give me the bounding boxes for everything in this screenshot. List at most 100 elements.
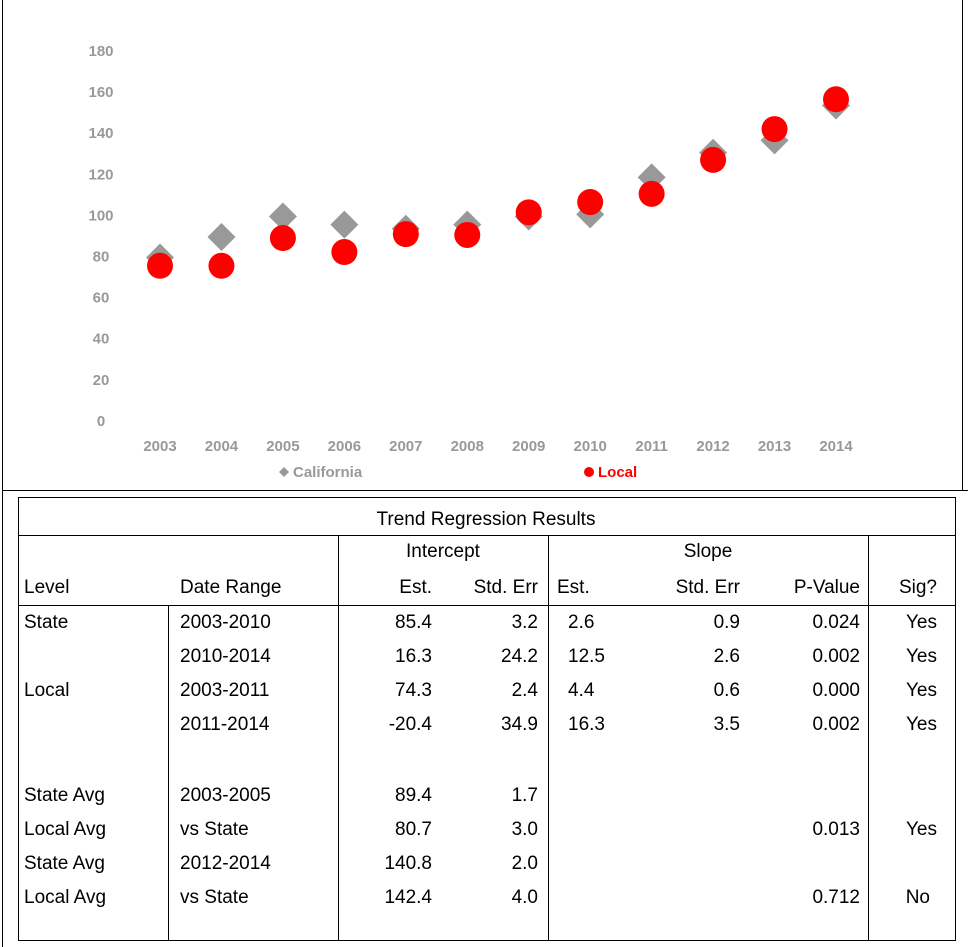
- table-cell: 2012-2014: [180, 853, 271, 874]
- group-header: Intercept: [406, 541, 481, 562]
- column-header: P-Value: [794, 577, 860, 598]
- y-tick-label: 40: [93, 331, 110, 348]
- y-tick-label: 160: [88, 84, 113, 101]
- legend-marker: [584, 467, 594, 477]
- table-cell: 0.002: [812, 646, 860, 667]
- table-cell: 34.9: [501, 714, 538, 735]
- table-cell: Yes: [906, 680, 937, 701]
- table-cell: -20.4: [389, 714, 433, 735]
- table-cell: 2010-2014: [180, 646, 271, 667]
- circle-marker: [208, 252, 235, 279]
- column-header: Sig?: [899, 577, 937, 598]
- table-cell: Yes: [906, 646, 937, 667]
- x-tick-label: 2003: [143, 438, 176, 455]
- circle-marker: [823, 86, 849, 113]
- legend-label: California: [293, 464, 363, 481]
- table-cell: 3.2: [512, 612, 538, 633]
- table-cell: 0.000: [812, 680, 860, 701]
- table-cell: 0.002: [812, 714, 860, 735]
- column-header: Level: [24, 577, 69, 598]
- y-tick-label: 20: [93, 372, 110, 389]
- table-cell: 142.4: [384, 887, 432, 908]
- table-cell: 12.5: [568, 646, 605, 667]
- x-tick-label: 2013: [758, 438, 791, 455]
- circle-marker: [761, 116, 788, 143]
- x-tick-label: 2006: [328, 438, 361, 455]
- circle-marker: [269, 225, 296, 252]
- x-tick-label: 2008: [451, 438, 484, 455]
- column-header: Est.: [557, 577, 590, 598]
- table-cell: Yes: [906, 819, 937, 840]
- circle-marker: [515, 199, 542, 226]
- table-cell: Local Avg: [24, 819, 106, 840]
- legend-marker: [279, 467, 289, 477]
- y-tick-label: 60: [93, 290, 110, 307]
- table-frame: [18, 497, 956, 941]
- table-cell: 2.4: [512, 680, 539, 701]
- column-header: Date Range: [180, 577, 281, 598]
- circle-marker: [577, 189, 604, 216]
- table-cell: State Avg: [24, 785, 105, 806]
- group-header: Slope: [684, 541, 733, 562]
- table-cell: 2.6: [568, 612, 594, 633]
- circle-marker: [392, 221, 419, 248]
- column-header: Std. Err: [676, 577, 741, 598]
- table-cell: 0.024: [812, 612, 860, 633]
- y-tick-label: 100: [88, 207, 113, 224]
- table-cell: 2003-2011: [180, 680, 269, 701]
- table-cell: Yes: [906, 612, 937, 633]
- x-tick-label: 2011: [635, 438, 668, 455]
- diamond-marker: [330, 210, 359, 239]
- table-cell: 0.9: [714, 612, 740, 633]
- x-tick-label: 2004: [205, 438, 239, 455]
- table-cell: 0.712: [812, 887, 860, 908]
- table-cell: 140.8: [384, 853, 432, 874]
- table-cell: State: [24, 612, 68, 633]
- circle-marker: [331, 239, 358, 266]
- y-tick-label: 120: [88, 166, 113, 183]
- column-header: Est.: [399, 577, 432, 598]
- table-cell: vs State: [180, 887, 249, 908]
- table-cell: Local: [24, 680, 69, 701]
- diamond-marker: [268, 202, 297, 231]
- y-tick-label: 0: [97, 413, 105, 430]
- circle-marker: [147, 252, 173, 279]
- x-tick-label: 2007: [389, 438, 422, 455]
- x-tick-label: 2010: [573, 438, 606, 455]
- table-cell: Local Avg: [24, 887, 106, 908]
- table-cell: 89.4: [395, 785, 432, 806]
- table-cell: 0.013: [812, 819, 860, 840]
- table-cell: 1.7: [512, 785, 538, 806]
- table-cell: vs State: [180, 819, 249, 840]
- y-tick-label: 180: [88, 43, 113, 60]
- table-cell: 85.4: [395, 612, 432, 633]
- table-cell: 2011-2014: [180, 714, 270, 735]
- column-header: Std. Err: [474, 577, 539, 598]
- x-tick-label: 2009: [512, 438, 545, 455]
- table-cell: 2003-2010: [180, 612, 271, 633]
- table-cell: 4.0: [512, 887, 538, 908]
- table-cell: 3.0: [512, 819, 538, 840]
- table-cell: 2003-2005: [180, 785, 271, 806]
- table-cell: 16.3: [568, 714, 605, 735]
- table-cell: No: [906, 887, 930, 908]
- table-cell: 16.3: [395, 646, 432, 667]
- x-tick-label: 2014: [819, 438, 853, 455]
- table-cell: 4.4: [568, 680, 595, 701]
- table-cell: 74.3: [395, 680, 432, 701]
- y-tick-label: 80: [93, 249, 110, 266]
- circle-marker: [700, 146, 727, 173]
- y-tick-label: 140: [88, 125, 113, 142]
- table-cell: 2.0: [512, 853, 538, 874]
- table-cell: 2.6: [714, 646, 740, 667]
- x-tick-label: 2012: [696, 438, 729, 455]
- circle-marker: [454, 221, 481, 248]
- table-cell: 24.2: [501, 646, 538, 667]
- table-cell: 80.7: [395, 819, 432, 840]
- table-cell: 3.5: [714, 714, 740, 735]
- circle-marker: [638, 180, 665, 207]
- table-cell: Yes: [906, 714, 937, 735]
- table-title: Trend Regression Results: [377, 509, 596, 530]
